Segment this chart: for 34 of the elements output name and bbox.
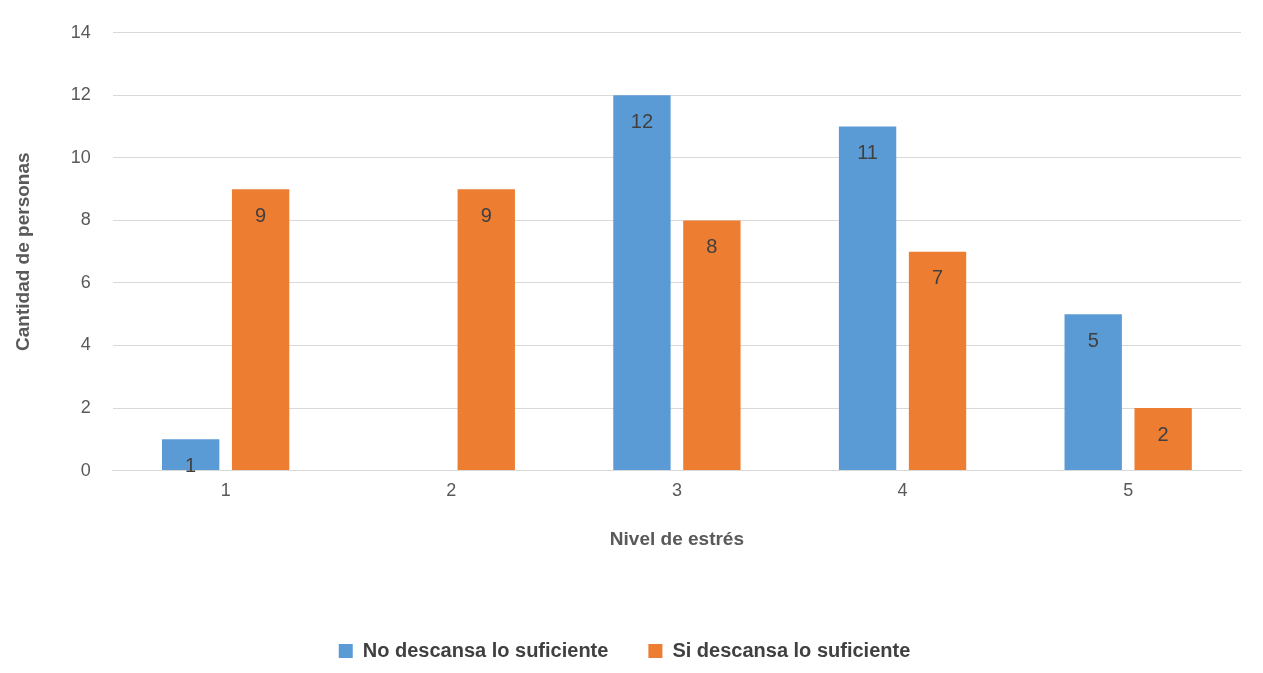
data-label: 7 [931, 266, 944, 289]
y-tick-label: 10 [70, 146, 91, 167]
y-axis-title: Cantidad de personas [11, 152, 33, 351]
x-tick-label: 2 [446, 480, 457, 501]
x-tick-label: 5 [1123, 480, 1134, 501]
data-label: 5 [1087, 328, 1099, 351]
bar [613, 95, 671, 471]
legend-label: No descansa lo suficiente [362, 638, 609, 661]
x-axis-title: Nivel de estrés [609, 527, 744, 549]
y-tick-label: 0 [80, 459, 91, 480]
x-tick-label: 1 [220, 480, 231, 501]
bar [838, 126, 897, 471]
y-tick-label: 6 [80, 271, 91, 292]
bar [683, 220, 741, 471]
x-tick-label: 4 [897, 480, 908, 501]
bar [1134, 408, 1192, 471]
x-tick-label: 3 [671, 480, 682, 501]
y-tick-label: 2 [80, 397, 91, 418]
bar [231, 189, 290, 471]
data-label: 9 [480, 203, 492, 226]
y-tick-label: 12 [70, 84, 91, 105]
y-tick-label: 4 [80, 334, 91, 355]
legend-label: Si descansa lo suficiente [672, 638, 911, 661]
data-label: 12 [630, 109, 654, 132]
data-label: 9 [255, 203, 267, 226]
bar [908, 251, 967, 471]
y-tick-label: 8 [80, 209, 91, 230]
bar [457, 189, 515, 471]
data-label: 8 [706, 234, 718, 257]
data-label: 11 [857, 141, 878, 164]
y-tick-label: 14 [70, 21, 91, 42]
bar [1064, 314, 1122, 471]
bar [161, 439, 220, 471]
data-label: 2 [1157, 422, 1169, 445]
